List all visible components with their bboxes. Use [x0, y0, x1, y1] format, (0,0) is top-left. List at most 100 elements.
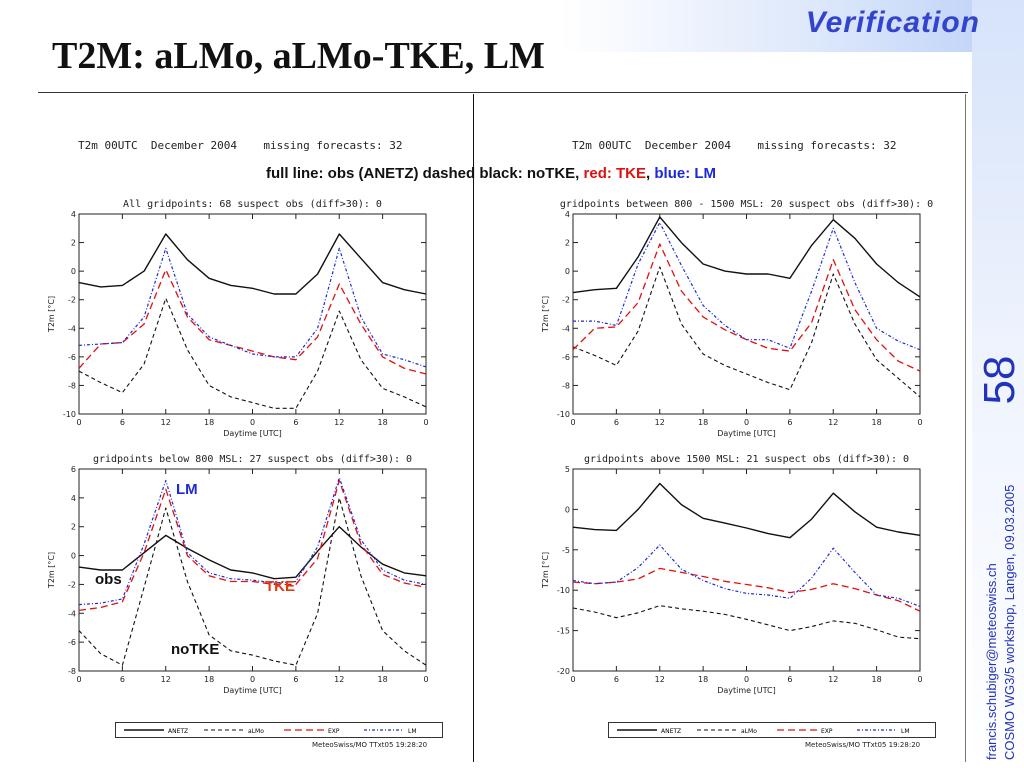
chart-svg-below-800: gridpoints below 800 MSL: 27 suspect obs…	[47, 454, 429, 695]
series-line-notke	[78, 297, 427, 409]
sidebar-band	[972, 0, 1024, 768]
caption-blue-part: blue: LM	[654, 165, 717, 182]
x-axis-label: Daytime [UTC]	[223, 429, 282, 438]
chart-svg-all: All gridpoints: 68 suspect obs (diff>30)…	[47, 199, 429, 438]
x-axis-label: Daytime [UTC]	[717, 686, 776, 695]
y-tick-label: -4	[68, 609, 76, 618]
series-line-notke	[572, 266, 921, 398]
y-tick-label: -8	[68, 381, 76, 390]
series-line-notke	[78, 497, 427, 666]
line-style-caption: full line: obs (ANETZ) dashed black: noT…	[266, 165, 716, 182]
plot-frame	[572, 213, 921, 415]
y-tick-label: -4	[562, 324, 570, 333]
credit-workshop: COSMO WG3/5 workshop, Langen, 09.03.2005	[1002, 484, 1017, 760]
y-axis-label: T2m [°C]	[47, 552, 56, 589]
x-tick-label: 12	[161, 418, 171, 427]
x-tick-label: 6	[293, 675, 298, 684]
series-line-lm	[573, 222, 921, 351]
x-tick-label: 12	[828, 418, 838, 427]
series-line-obs	[572, 216, 921, 298]
legend-label: LM	[901, 728, 910, 735]
y-tick-label: -10	[63, 410, 76, 419]
x-tick-label: 12	[828, 675, 838, 684]
x-tick-label: 0	[744, 418, 749, 427]
footer-stamp-left: MeteoSwiss/MO TTxt05 19:28:20	[312, 741, 428, 749]
right-figure-header: T2m 00UTC December 2004 missing forecast…	[572, 139, 897, 152]
x-tick-label: 18	[204, 418, 214, 427]
legend-right-svg: ANETZ aLMo EXP LM	[617, 728, 910, 735]
header-gradient	[560, 0, 1024, 52]
y-tick-label: 0	[71, 552, 76, 561]
annotation-obs: obs	[95, 571, 122, 588]
legend-left-svg: ANETZ aLMo EXP LM	[124, 728, 417, 735]
caption-separator: ,	[646, 165, 655, 182]
series-line-obs	[78, 233, 427, 295]
y-axis-label: T2m [°C]	[541, 296, 550, 333]
x-tick-label: 6	[614, 418, 619, 427]
legend-label: ANETZ	[661, 728, 681, 735]
chart-svg-above-1500: gridpoints above 1500 MSL: 21 suspect ob…	[541, 454, 923, 695]
caption-black-part: full line: obs (ANETZ) dashed black: noT…	[266, 165, 584, 182]
chart-title: gridpoints between 800 - 1500 MSL: 20 su…	[560, 199, 933, 210]
legend-label: aLMo	[248, 728, 264, 735]
x-tick-label: 12	[161, 675, 171, 684]
y-tick-label: -4	[68, 324, 76, 333]
x-tick-label: 12	[334, 675, 344, 684]
y-tick-label: -6	[68, 353, 76, 362]
x-tick-label: 12	[334, 418, 344, 427]
legend-label: LM	[408, 728, 417, 735]
chart-svg-800-1500: gridpoints between 800 - 1500 MSL: 20 su…	[541, 199, 933, 438]
y-tick-label: -5	[562, 546, 570, 555]
x-axis-label: Daytime [UTC]	[223, 686, 282, 695]
y-tick-label: -6	[562, 353, 570, 362]
y-tick-label: 4	[71, 494, 76, 503]
x-tick-label: 18	[378, 418, 388, 427]
chart-title: gridpoints below 800 MSL: 27 suspect obs…	[93, 454, 412, 465]
series-line-lm	[78, 247, 427, 368]
left-figure-header: T2m 00UTC December 2004 missing forecast…	[78, 139, 403, 152]
credit-email: francis.schubiger@meteoswiss.ch	[984, 563, 999, 760]
x-tick-label: 0	[744, 675, 749, 684]
chart-panel-above-1500: gridpoints above 1500 MSL: 21 suspect ob…	[536, 451, 936, 706]
x-tick-label: 18	[698, 418, 708, 427]
annotation-lm: LM	[176, 481, 198, 498]
x-tick-label: 6	[787, 418, 792, 427]
series-line-tke	[78, 479, 427, 612]
y-tick-label: -10	[557, 586, 570, 595]
plot-frame	[572, 468, 921, 672]
y-tick-label: -6	[68, 638, 76, 647]
x-tick-label: 18	[204, 675, 214, 684]
y-tick-label: 6	[71, 465, 76, 474]
y-tick-label: 2	[565, 239, 570, 248]
chart-panel-below-800: gridpoints below 800 MSL: 27 suspect obs…	[42, 451, 442, 706]
legend-label: aLMo	[741, 728, 757, 735]
y-tick-label: 4	[71, 210, 76, 219]
y-tick-label: 5	[565, 465, 570, 474]
footer-stamp-right: MeteoSwiss/MO TTxt05 19:28:20	[805, 741, 921, 749]
x-tick-label: 6	[787, 675, 792, 684]
series-line-notke	[572, 605, 921, 640]
chart-panel-800-1500: gridpoints between 800 - 1500 MSL: 20 su…	[536, 194, 936, 449]
y-tick-label: -10	[557, 410, 570, 419]
x-tick-label: 0	[570, 675, 575, 684]
x-tick-label: 18	[698, 675, 708, 684]
x-axis-label: Daytime [UTC]	[717, 429, 776, 438]
right-border	[965, 94, 966, 762]
x-tick-label: 0	[423, 418, 428, 427]
annotation-notke: noTKE	[171, 641, 220, 658]
y-tick-label: -2	[68, 296, 76, 305]
series-line-tke	[572, 567, 921, 612]
x-tick-label: 0	[423, 675, 428, 684]
chart-title: gridpoints above 1500 MSL: 21 suspect ob…	[584, 454, 909, 465]
x-tick-label: 18	[378, 675, 388, 684]
y-tick-label: -8	[562, 381, 570, 390]
series-line-lm	[78, 477, 427, 606]
y-tick-label: -8	[68, 667, 76, 676]
x-tick-label: 0	[76, 418, 81, 427]
y-tick-label: 0	[565, 267, 570, 276]
y-tick-label: 0	[71, 267, 76, 276]
page-title: T2M: aLMo, aLMo-TKE, LM	[52, 35, 545, 77]
annotation-tke: TKE	[265, 578, 295, 595]
legend-label: EXP	[821, 728, 833, 735]
legend-label: ANETZ	[168, 728, 188, 735]
